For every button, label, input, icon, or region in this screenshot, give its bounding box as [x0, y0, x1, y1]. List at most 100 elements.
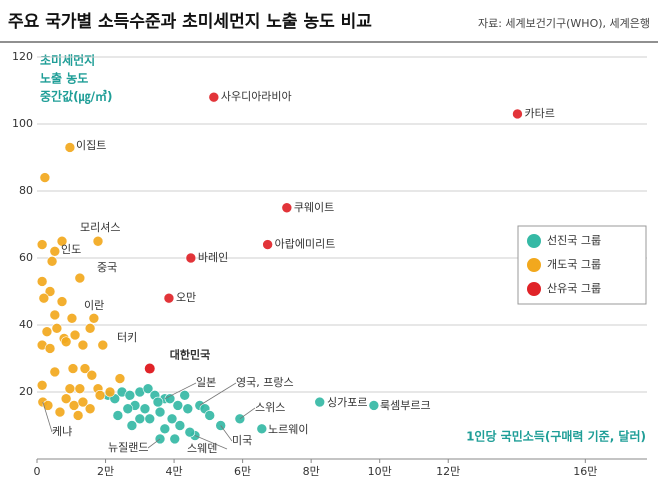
x-tick-label: 6만	[234, 465, 251, 478]
point-label: 카타르	[524, 107, 554, 120]
point	[46, 256, 58, 267]
point	[86, 369, 98, 381]
point	[164, 393, 176, 405]
point-label: 오만	[176, 291, 196, 304]
point-label: 모리셔스	[80, 221, 120, 234]
point-label: 싱가포르	[327, 396, 367, 409]
point-label: 노르웨이	[268, 423, 308, 436]
point	[38, 292, 50, 304]
point	[84, 323, 96, 334]
point	[94, 390, 106, 401]
point	[60, 336, 72, 348]
point	[68, 400, 80, 411]
x-tick-label: 12만	[436, 465, 460, 478]
point-label: 영국, 프랑스	[236, 376, 294, 389]
legend-marker	[527, 234, 541, 248]
x-tick-label: 4만	[166, 465, 183, 478]
point	[169, 433, 181, 445]
point	[44, 343, 56, 354]
point-label: 사우디아라비아	[221, 90, 292, 103]
point	[56, 235, 68, 247]
point	[41, 326, 53, 338]
point-label: 룩셈부르크	[380, 399, 431, 412]
point-label: 바레인	[198, 251, 228, 264]
point	[139, 403, 151, 415]
point	[314, 396, 326, 408]
point	[184, 426, 196, 438]
point	[64, 383, 76, 394]
point-label: 쿠웨이트	[294, 201, 334, 214]
point-label: 터키	[117, 331, 137, 344]
point	[39, 172, 51, 183]
point-label: 중국	[97, 261, 117, 274]
leader-line	[194, 435, 228, 450]
point	[88, 312, 100, 324]
point	[36, 276, 48, 287]
point	[36, 239, 48, 250]
y-axis-title: 초미세먼지	[40, 53, 95, 68]
point	[66, 312, 78, 324]
y-tick-label: 80	[19, 184, 33, 197]
point	[204, 410, 216, 421]
leader-line	[147, 438, 161, 449]
point	[262, 239, 273, 250]
point	[42, 400, 54, 411]
point-label: 스위스	[255, 401, 285, 414]
legend-label: 선진국 그룹	[547, 234, 601, 247]
point	[49, 246, 61, 257]
x-tick-label: 8만	[303, 465, 320, 478]
point	[77, 396, 89, 408]
point	[185, 252, 197, 264]
highlight-point	[144, 363, 155, 374]
x-tick-label: 2만	[97, 465, 114, 478]
point	[54, 406, 66, 418]
point	[67, 363, 79, 374]
point	[79, 363, 91, 374]
x-tick-label: 10만	[368, 465, 392, 478]
y-tick-label: 120	[12, 50, 33, 63]
legend-marker	[527, 258, 541, 272]
point	[44, 286, 56, 297]
point	[114, 373, 126, 384]
point	[84, 403, 96, 415]
point	[122, 403, 134, 415]
y-tick-label: 100	[12, 117, 33, 130]
point	[97, 339, 109, 351]
point	[159, 423, 171, 435]
y-tick-label: 60	[19, 251, 33, 264]
source: 자료: 세계보건기구(WHO), 세계은행	[478, 17, 650, 30]
point	[174, 420, 186, 431]
point	[163, 292, 175, 304]
point	[179, 390, 191, 401]
point	[182, 403, 194, 415]
point	[172, 400, 184, 411]
point	[49, 366, 61, 378]
point	[126, 420, 138, 431]
y-axis-title: 노출 농도	[40, 71, 88, 86]
point	[124, 390, 136, 401]
point	[49, 309, 61, 321]
leader-line	[199, 382, 237, 406]
point	[74, 272, 86, 284]
point-label: 아랍에미리트	[275, 238, 336, 251]
leader-line	[220, 425, 233, 442]
point	[74, 383, 86, 394]
point	[104, 386, 116, 398]
y-axis-title: 중간값(㎍/㎥)	[40, 89, 112, 105]
leader-line	[42, 401, 53, 433]
leader-line	[239, 407, 256, 420]
y-tick-label: 20	[19, 385, 33, 398]
legend-label: 개도국 그룹	[547, 258, 601, 271]
point-label: 뉴질랜드	[108, 441, 148, 454]
point-label: 일본	[196, 375, 216, 389]
x-tick-label: 16만	[573, 465, 597, 478]
chart-title: 주요 국가별 소득수준과 초미세먼지 노출 농도 비교	[8, 12, 372, 32]
point	[142, 383, 154, 394]
point	[51, 323, 63, 334]
point	[144, 413, 156, 425]
point	[64, 142, 76, 153]
point	[36, 379, 48, 391]
y-tick-label: 40	[19, 318, 33, 331]
point-label: 인도	[61, 243, 81, 256]
